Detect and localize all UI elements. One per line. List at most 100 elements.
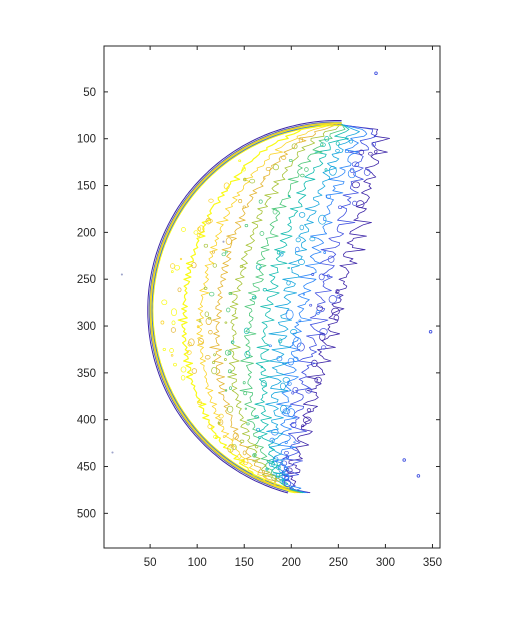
y-tick-label: 250 — [77, 274, 96, 286]
contour-blob — [256, 427, 261, 432]
contour-blob — [239, 458, 245, 465]
contour-blob — [276, 464, 281, 470]
contour-blob — [311, 359, 318, 368]
contour-blob — [198, 319, 202, 323]
contour-blob — [302, 293, 306, 296]
contour-blob — [242, 458, 249, 466]
contour-blob — [203, 286, 208, 290]
contour-blob — [180, 375, 186, 381]
contour-blob — [187, 341, 192, 347]
isolated-speck — [222, 240, 225, 243]
contour-blob — [287, 381, 292, 386]
contour-blob — [302, 416, 312, 424]
contour-blob — [226, 405, 234, 413]
contour-blob — [213, 353, 216, 357]
contour-blob — [224, 349, 231, 356]
contour-blob — [209, 291, 215, 297]
contour-blob — [258, 436, 262, 439]
contour-blob — [304, 167, 309, 172]
contour-blob — [271, 475, 277, 481]
contour-blob — [331, 307, 340, 316]
contour-blob — [205, 317, 212, 325]
contour-blob — [224, 358, 227, 361]
contour-blob — [218, 413, 224, 419]
contour-blob — [226, 307, 231, 313]
contour-blob — [286, 280, 291, 286]
contour-blob — [289, 405, 292, 408]
contour-blob — [299, 224, 305, 231]
contour-blob — [291, 391, 295, 395]
isolated-speck — [428, 329, 433, 334]
isolated-speck — [111, 451, 114, 454]
contour-blob — [237, 453, 242, 459]
contour-blob — [239, 264, 244, 269]
contour-blob — [327, 255, 335, 263]
x-tick-label: 300 — [376, 557, 395, 569]
contour-blob — [196, 232, 201, 238]
contour-blob — [298, 319, 302, 322]
contour-blob — [338, 205, 343, 209]
contour-blob — [181, 227, 186, 232]
contour-blob — [170, 327, 176, 333]
contour-blob — [290, 329, 298, 335]
contour-blob — [263, 177, 266, 180]
contour-blob — [351, 181, 360, 189]
contour-blob — [298, 212, 306, 218]
contour-blob — [293, 441, 296, 444]
contour-blob — [231, 443, 237, 451]
contour-blob — [281, 473, 290, 480]
y-tick-label: 150 — [77, 181, 96, 193]
contour-blob — [348, 139, 354, 144]
contour-blob — [228, 386, 233, 390]
x-tick-label: 200 — [282, 557, 301, 569]
contour-blob — [335, 289, 340, 293]
contour-blob — [320, 345, 327, 350]
contour-blob — [276, 356, 283, 362]
contour-blob — [285, 309, 294, 320]
contour-blob — [254, 445, 259, 449]
contour-blob — [212, 361, 216, 364]
contour-blob — [326, 274, 330, 278]
contour-blob — [285, 454, 289, 459]
contour-blob — [244, 224, 249, 228]
contour-blob — [284, 441, 288, 444]
contour-blob — [207, 316, 212, 320]
contour-blob — [351, 161, 360, 168]
isolated-contour-specks — [111, 71, 433, 478]
contour-blob — [252, 295, 257, 300]
contour-blob — [315, 310, 321, 315]
contour-blob — [204, 311, 209, 317]
contour-blob — [301, 424, 305, 428]
contour-blob — [265, 467, 269, 471]
contour-blob — [305, 387, 313, 394]
contour-blob — [225, 237, 232, 245]
contour-lines — [147, 120, 390, 494]
axes-box — [103, 45, 441, 549]
contour-blob — [238, 159, 242, 163]
y-tick-label: 500 — [77, 508, 96, 520]
contour-blob — [244, 350, 251, 358]
contour-blob — [211, 250, 215, 254]
y-tick-label: 100 — [77, 134, 96, 146]
contour-blob — [177, 287, 182, 293]
y-tick-label: 200 — [77, 227, 96, 239]
y-tick-label: 50 — [83, 87, 96, 99]
contour-blob — [239, 439, 245, 443]
contour-blob — [368, 151, 373, 156]
contour-blob — [374, 149, 378, 154]
contour-blob — [208, 330, 213, 335]
contour-blob — [170, 308, 178, 317]
contour-blob — [241, 166, 246, 172]
contour-blob — [318, 214, 327, 225]
isolated-speck — [402, 458, 406, 462]
x-tick-label: 100 — [188, 557, 207, 569]
isolated-speck — [374, 71, 378, 75]
contour-blob — [290, 422, 297, 428]
contour-blob — [179, 257, 183, 261]
contour-blob — [243, 177, 247, 182]
contour-blob — [282, 377, 290, 383]
contour-blob — [255, 264, 262, 270]
isolated-speck — [120, 273, 123, 276]
contour-blob — [328, 165, 337, 176]
contour-blob — [196, 325, 200, 329]
